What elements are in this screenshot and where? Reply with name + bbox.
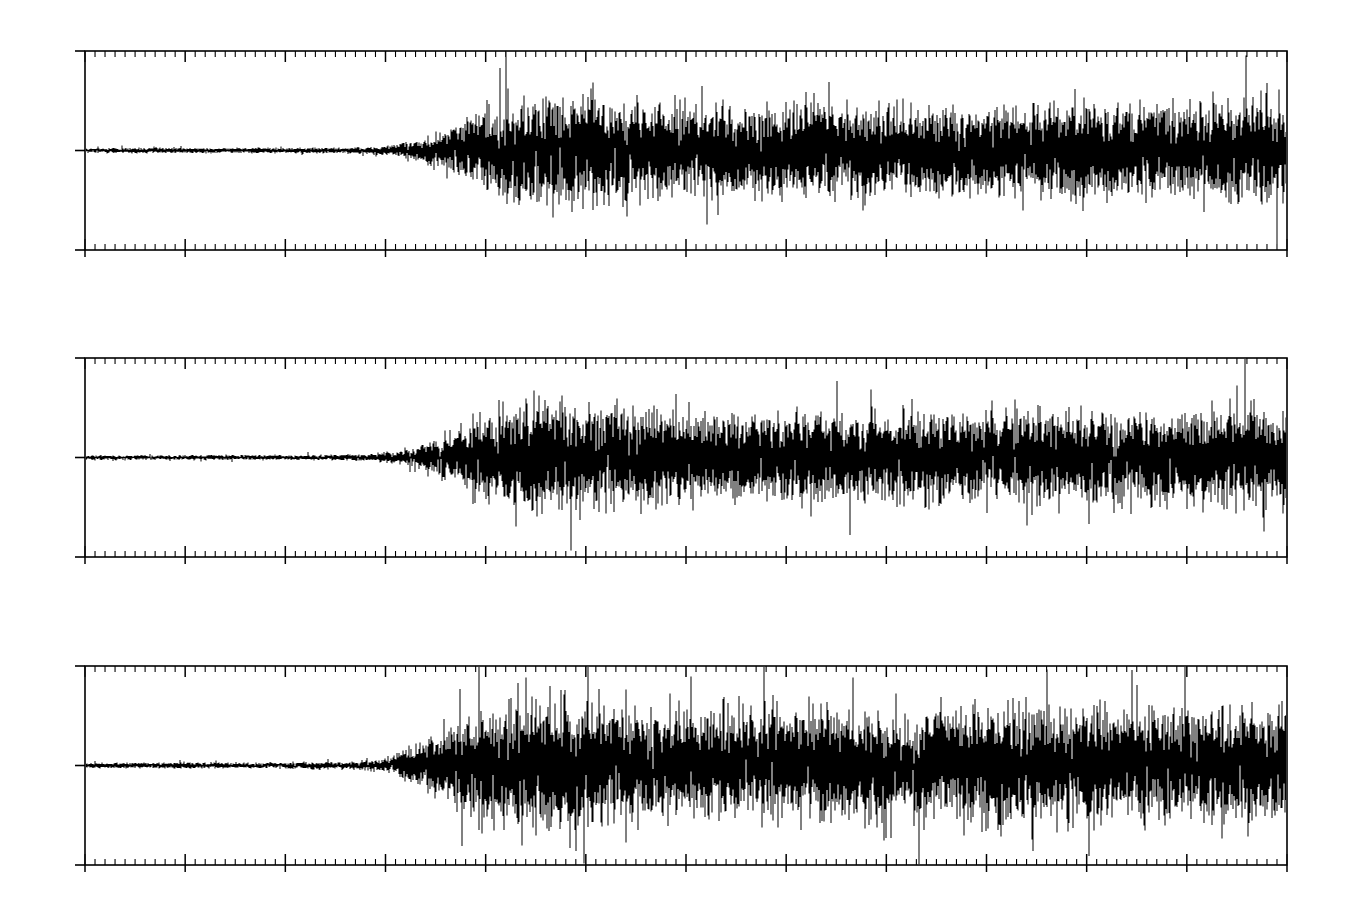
waveform-trace — [86, 667, 1286, 864]
x-axis-tick-group — [84, 51, 1288, 257]
x-axis-tick-group — [84, 358, 1288, 564]
waveform-trace — [86, 359, 1286, 551]
waveform-trace — [86, 52, 1286, 249]
plot-frame — [84, 50, 1288, 251]
plot-frame — [84, 357, 1288, 558]
x-axis-tick-group — [84, 666, 1288, 872]
plot-frame — [84, 665, 1288, 866]
